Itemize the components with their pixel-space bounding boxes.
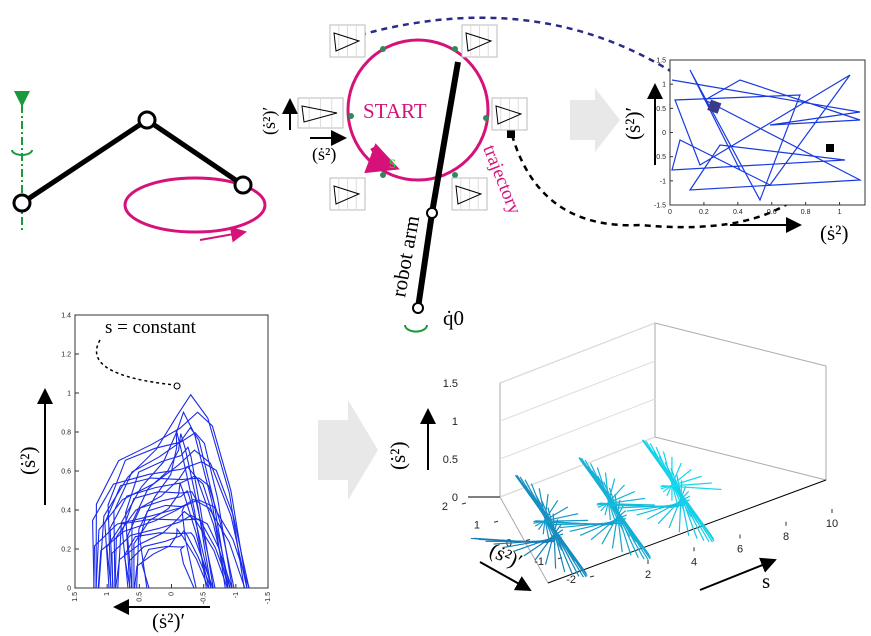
z-tick-label: 1	[452, 416, 458, 428]
x-tick-label: 8	[783, 531, 789, 543]
y-tick	[462, 503, 466, 504]
joint-rate-label: q̇0	[443, 306, 464, 330]
x-tick-label: 1	[104, 592, 111, 596]
z-grid	[500, 399, 655, 459]
y-tick-label: 0.4	[61, 508, 71, 515]
x-tick-label: 1	[838, 209, 842, 216]
y-tick-label: 2	[442, 501, 448, 513]
thumb-x-label: (ṡ²)	[312, 144, 336, 165]
x-tick-label: -1	[233, 592, 240, 598]
figure: START s trajectory robot arm q̇0 (ṡ²)′ (…	[0, 0, 871, 636]
y-tick-label: 1	[474, 519, 480, 531]
x-tick-label: 0.2	[699, 209, 709, 216]
y-tick-label: 1	[662, 82, 666, 89]
x-tick-label: 4	[691, 556, 697, 568]
z-tick-label: 0.5	[443, 454, 458, 466]
x-tick-label: -0.5	[201, 592, 208, 604]
z-grid	[500, 323, 655, 383]
x-tick-label: -1.5	[265, 592, 272, 604]
y-tick-label: 0.8	[61, 430, 71, 437]
y-tick-label: -1	[660, 178, 666, 185]
x-tick-label: 2	[645, 569, 651, 581]
x-tick-label: 10	[826, 518, 838, 530]
y-tick-label: 0.6	[61, 469, 71, 476]
y-tick-label: 0.5	[656, 106, 666, 113]
thumb-y-label: (ṡ²)′	[259, 107, 280, 135]
z-tick-label: 1.5	[443, 378, 458, 390]
s-label: s	[389, 152, 396, 172]
x-tick-label: 1.5	[72, 592, 79, 602]
z-tick-label: 0	[452, 492, 458, 504]
surface-line	[663, 451, 677, 505]
y-tick	[526, 540, 530, 541]
y-tick-label: 1.4	[61, 313, 71, 320]
y-tick-label: 1	[67, 391, 71, 398]
surface-x-label: s	[762, 569, 770, 593]
family-x-label: (ṡ²)′	[152, 609, 185, 633]
y-tick-label: 0	[67, 586, 71, 593]
x-tick-label: 0.6	[767, 209, 777, 216]
x-tick-label: 0	[668, 209, 672, 216]
y-tick-label: 0	[662, 130, 666, 137]
start-label: START	[363, 99, 427, 123]
x-tick-label: 0	[169, 592, 176, 596]
x-tick-label: 6	[737, 544, 743, 556]
x-tick-label: 0.5	[136, 592, 143, 602]
surface-line	[531, 484, 555, 545]
x-tick-label: 0.4	[733, 209, 743, 216]
y-tick-label: 0.2	[61, 547, 71, 554]
y-tick-label: 1.2	[61, 352, 71, 359]
y-tick-label: -1.5	[654, 203, 666, 210]
phase-y-label: (ṡ²)′	[621, 107, 645, 140]
z-grid	[500, 361, 655, 421]
y-tick-label: -1	[534, 556, 544, 568]
y-tick-label: -2	[566, 574, 576, 586]
y-tick	[494, 521, 498, 522]
robot-sketch	[12, 105, 265, 240]
family-annotation: s = constant	[105, 317, 197, 338]
z-grid	[500, 437, 655, 497]
x-tick-label: 0.8	[801, 209, 811, 216]
phase-marker	[826, 144, 834, 152]
y-tick	[590, 576, 594, 577]
family-y-label: (ṡ²)	[16, 447, 40, 475]
y-tick-label: -0.5	[654, 154, 666, 161]
y-tick-label: 1.5	[656, 58, 666, 65]
surface-z-label: (ṡ²)	[386, 442, 410, 470]
phase-x-label: (ṡ²)	[820, 221, 848, 245]
